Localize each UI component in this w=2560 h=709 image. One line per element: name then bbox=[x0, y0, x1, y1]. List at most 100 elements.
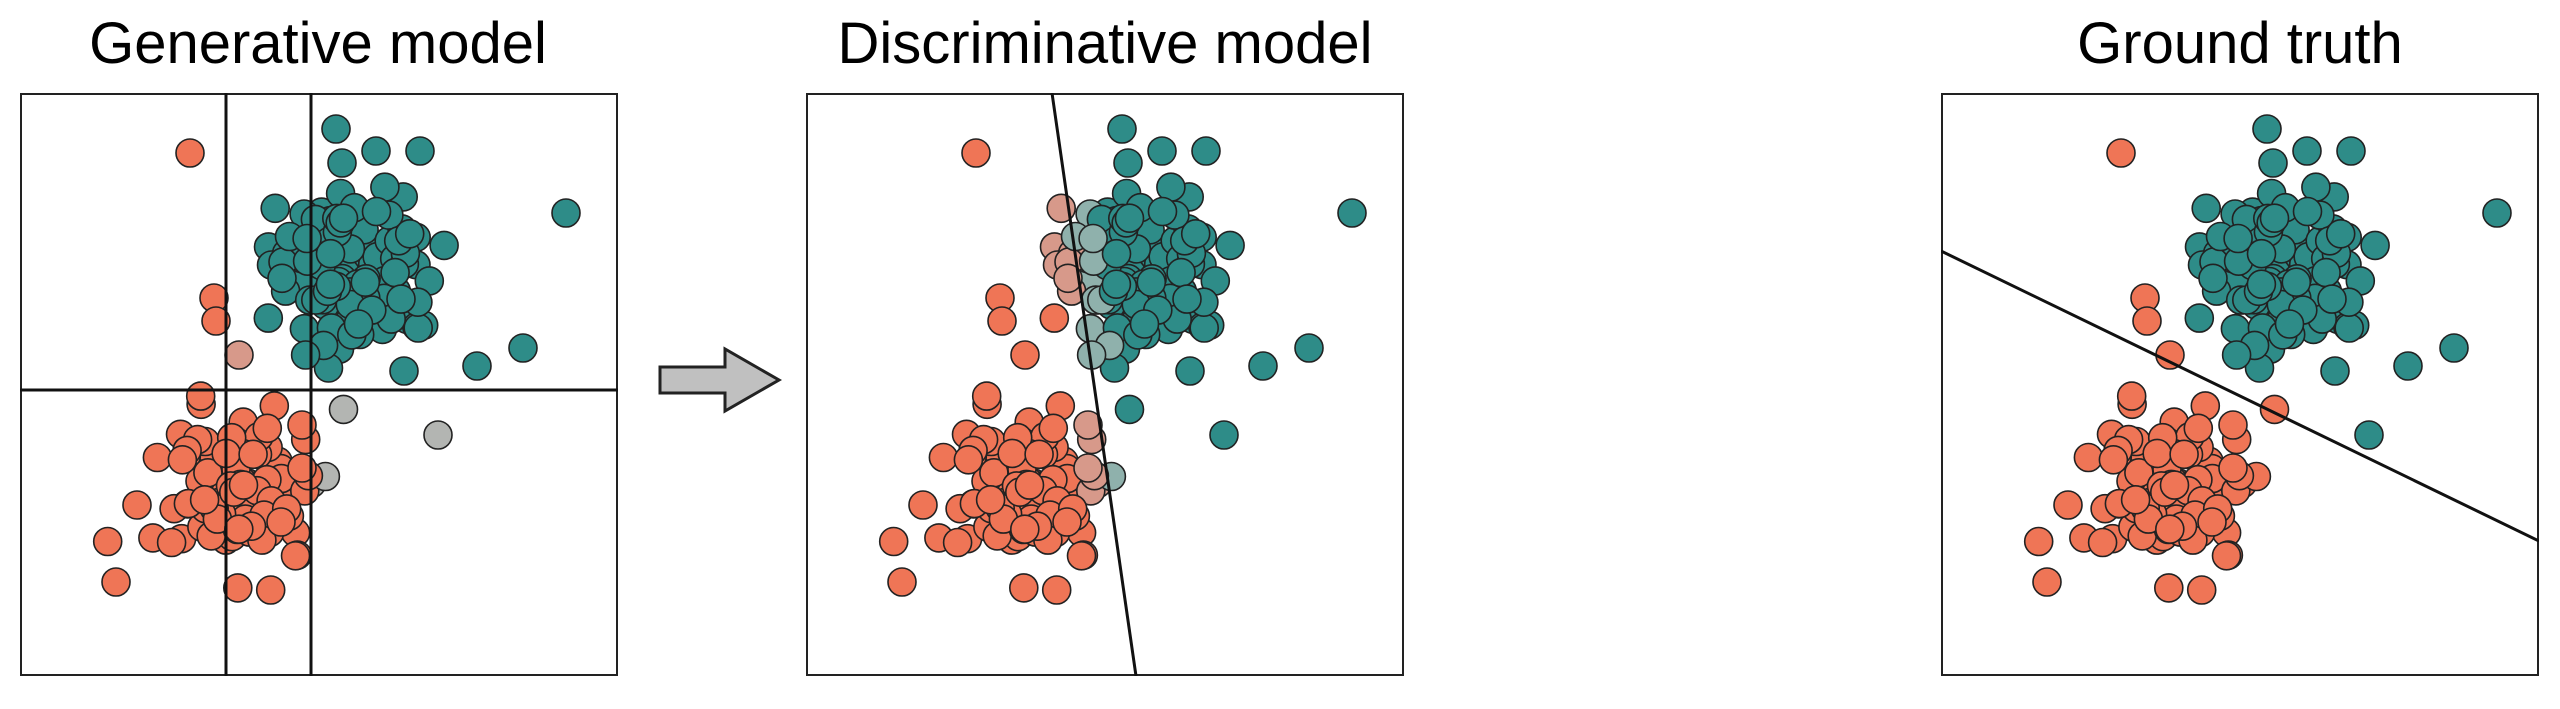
data-point-class-b bbox=[1175, 356, 1205, 386]
data-point-class-a bbox=[2218, 453, 2248, 483]
data-point-class-a bbox=[2106, 138, 2136, 168]
data-point-class-a bbox=[1073, 410, 1103, 440]
data-point-class-b bbox=[1248, 351, 1278, 381]
data-point-class-a bbox=[228, 470, 259, 500]
data-point-class-a bbox=[287, 410, 317, 440]
data-point-class-b bbox=[2393, 351, 2423, 381]
data-point-class-b bbox=[2184, 303, 2215, 333]
data-point-class-b bbox=[1136, 267, 1167, 297]
data-point-class-b bbox=[386, 284, 416, 314]
data-point-class-b bbox=[253, 303, 284, 333]
data-point-class-a bbox=[224, 340, 254, 370]
generative-model-panel bbox=[20, 93, 618, 676]
data-point-class-a bbox=[2116, 381, 2147, 411]
data-point-class-a bbox=[2169, 439, 2199, 470]
data-point-class-a bbox=[189, 484, 220, 515]
data-point-class-a bbox=[2218, 410, 2248, 440]
data-point-class-a bbox=[1052, 507, 1082, 537]
data-point-class-b bbox=[2292, 136, 2322, 166]
data-point-class-b bbox=[1147, 196, 1178, 227]
data-point-class-b bbox=[1337, 198, 1367, 228]
data-point-class-b bbox=[1147, 136, 1177, 166]
data-point-class-b bbox=[2336, 136, 2366, 166]
data-point-class-b bbox=[2259, 203, 2290, 233]
data-point-class-b bbox=[315, 238, 346, 269]
data-point-class-b bbox=[2320, 356, 2350, 386]
data-point-class-b bbox=[2292, 196, 2323, 227]
data-point-class-a bbox=[223, 573, 253, 603]
data-point-class-b bbox=[1107, 114, 1137, 144]
data-point-class-a bbox=[1038, 413, 1069, 444]
true-boundary bbox=[1941, 249, 2539, 543]
data-point-class-a bbox=[1066, 540, 1097, 571]
data-point-class-a bbox=[2053, 490, 2083, 520]
data-point-class-b bbox=[394, 219, 425, 249]
data-point-class-b bbox=[327, 148, 357, 178]
data-point-class-b bbox=[380, 257, 410, 288]
data-point-class-b bbox=[1294, 333, 1324, 363]
data-point-class-b bbox=[2198, 263, 2228, 294]
data-point-class-b bbox=[1189, 313, 1220, 343]
data-point-class-b bbox=[361, 196, 392, 227]
data-point-class-a bbox=[287, 453, 317, 483]
data-point-class-a bbox=[2159, 470, 2190, 500]
ground-truth-points bbox=[2023, 114, 2512, 605]
data-point-class-b bbox=[260, 193, 290, 224]
data-point-class-b bbox=[1078, 223, 1108, 254]
data-point-class-b bbox=[2360, 230, 2390, 261]
data-point-class-b bbox=[389, 356, 419, 386]
data-point-class-b bbox=[423, 420, 453, 450]
data-point-class-a bbox=[2142, 438, 2172, 469]
data-point-class-b bbox=[2334, 313, 2365, 343]
data-point-class-b bbox=[350, 267, 381, 297]
data-point-class-a bbox=[953, 444, 984, 475]
data-point-class-a bbox=[122, 490, 152, 520]
data-point-class-b bbox=[2325, 219, 2356, 249]
data-point-class-b bbox=[2258, 148, 2288, 178]
data-point-class-b bbox=[321, 114, 351, 144]
data-point-class-b bbox=[2317, 284, 2347, 314]
data-point-class-a bbox=[92, 526, 123, 557]
data-point-class-b bbox=[429, 230, 459, 261]
right-arrow-icon bbox=[658, 346, 783, 414]
data-point-class-a bbox=[1010, 340, 1040, 370]
data-point-class-a bbox=[1041, 575, 1072, 605]
data-point-class-a bbox=[1024, 439, 1054, 470]
data-point-class-b bbox=[2281, 267, 2312, 297]
data-point-class-b bbox=[2311, 257, 2341, 288]
discriminative-points bbox=[878, 114, 1367, 605]
data-point-class-a bbox=[266, 507, 296, 537]
data-point-class-a bbox=[2132, 306, 2162, 336]
data-point-class-b bbox=[328, 203, 359, 233]
panel-title-ground-truth: Ground truth bbox=[2077, 11, 2403, 76]
data-point-class-b bbox=[2223, 223, 2253, 254]
data-point-class-b bbox=[1129, 309, 1160, 339]
data-point-class-b bbox=[1114, 203, 1145, 233]
data-point-class-b bbox=[1180, 219, 1211, 249]
data-point-class-a bbox=[328, 394, 359, 425]
data-point-class-a bbox=[961, 138, 991, 168]
data-point-class-b bbox=[2354, 420, 2384, 450]
data-point-class-a bbox=[167, 444, 198, 475]
data-point-class-a bbox=[1073, 453, 1103, 483]
panel-title-discriminative: Discriminative model bbox=[837, 11, 1373, 76]
data-point-class-b bbox=[1191, 136, 1221, 166]
data-point-class-b bbox=[2252, 114, 2282, 144]
data-point-class-b bbox=[2221, 340, 2252, 370]
data-point-class-b bbox=[403, 313, 434, 343]
data-point-class-a bbox=[997, 438, 1027, 469]
data-point-class-a bbox=[238, 439, 268, 470]
data-point-class-a bbox=[928, 442, 959, 473]
data-point-class-b bbox=[315, 269, 346, 299]
data-point-class-b bbox=[1039, 303, 1070, 333]
data-point-class-b bbox=[290, 340, 321, 370]
data-point-class-a bbox=[987, 306, 1017, 336]
panel-title-generative: Generative model bbox=[89, 11, 547, 76]
data-point-class-a bbox=[2197, 507, 2227, 537]
data-point-class-b bbox=[2191, 193, 2222, 224]
data-point-class-a bbox=[2186, 575, 2217, 605]
data-point-class-b bbox=[2246, 238, 2277, 269]
data-point-class-b bbox=[1053, 263, 1083, 294]
data-point-class-b bbox=[1215, 230, 1245, 261]
data-point-class-a bbox=[1114, 394, 1145, 425]
